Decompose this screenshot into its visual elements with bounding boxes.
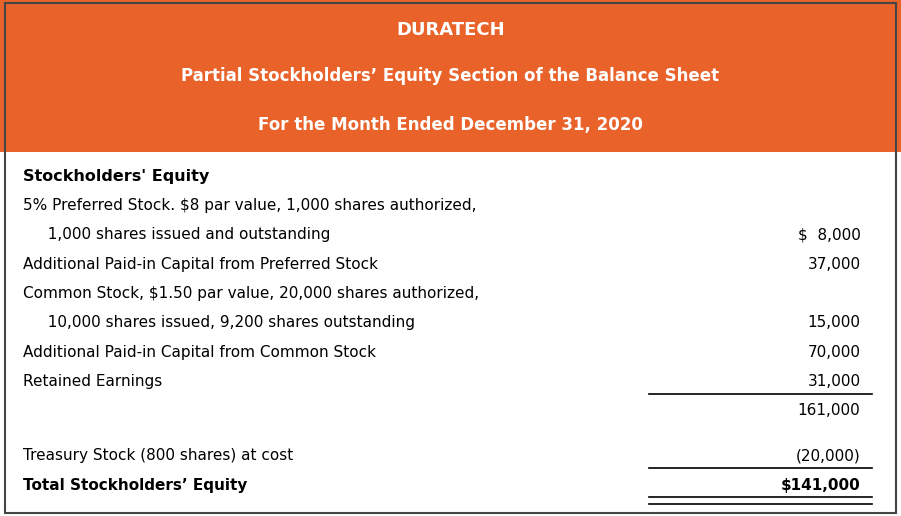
- Text: DURATECH: DURATECH: [396, 22, 505, 39]
- Text: 70,000: 70,000: [807, 345, 860, 360]
- Text: 1,000 shares issued and outstanding: 1,000 shares issued and outstanding: [38, 228, 331, 243]
- Text: 37,000: 37,000: [807, 257, 860, 272]
- Text: $  8,000: $ 8,000: [797, 228, 860, 243]
- Text: Additional Paid-in Capital from Common Stock: Additional Paid-in Capital from Common S…: [23, 345, 376, 360]
- Text: 10,000 shares issued, 9,200 shares outstanding: 10,000 shares issued, 9,200 shares outst…: [38, 315, 414, 330]
- Text: Additional Paid-in Capital from Preferred Stock: Additional Paid-in Capital from Preferre…: [23, 257, 378, 272]
- Text: 31,000: 31,000: [807, 374, 860, 389]
- Text: 5% Preferred Stock. $8 par value, 1,000 shares authorized,: 5% Preferred Stock. $8 par value, 1,000 …: [23, 198, 476, 213]
- Text: Total Stockholders’ Equity: Total Stockholders’ Equity: [23, 478, 247, 493]
- Text: Partial Stockholders’ Equity Section of the Balance Sheet: Partial Stockholders’ Equity Section of …: [181, 67, 720, 85]
- Text: Stockholders' Equity: Stockholders' Equity: [23, 169, 209, 184]
- Text: 161,000: 161,000: [797, 403, 860, 418]
- Text: Retained Earnings: Retained Earnings: [23, 374, 162, 389]
- Text: 15,000: 15,000: [807, 315, 860, 330]
- Text: $141,000: $141,000: [780, 478, 860, 493]
- Text: (20,000): (20,000): [796, 448, 860, 463]
- Text: Treasury Stock (800 shares) at cost: Treasury Stock (800 shares) at cost: [23, 448, 293, 463]
- Text: For the Month Ended December 31, 2020: For the Month Ended December 31, 2020: [258, 116, 643, 134]
- Text: Common Stock, $1.50 par value, 20,000 shares authorized,: Common Stock, $1.50 par value, 20,000 sh…: [23, 286, 478, 301]
